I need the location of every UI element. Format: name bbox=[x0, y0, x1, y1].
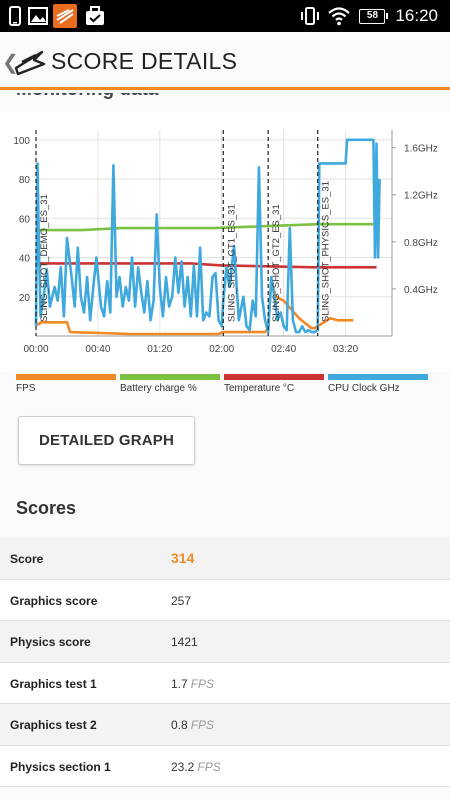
test-marker-label: SLING_SHOT_GT2_ES_31 bbox=[271, 204, 282, 322]
monitoring-section-title: Monitoring data bbox=[16, 93, 158, 101]
score-label: Graphics score bbox=[10, 593, 98, 608]
section-heading-clip: Monitoring data bbox=[0, 93, 450, 112]
score-label: Graphics test 1 bbox=[10, 676, 97, 691]
score-value: 1.7 FPS bbox=[171, 676, 215, 691]
x-tick-label: 02:40 bbox=[271, 344, 296, 355]
legend-item: Battery charge % bbox=[120, 374, 220, 396]
series-line-cpu-clock-ghz bbox=[34, 138, 381, 334]
legend-swatch bbox=[328, 374, 428, 380]
score-value: 23.2 FPS bbox=[171, 759, 221, 774]
series-line-temperature-c bbox=[36, 262, 377, 269]
scores-heading: Scores bbox=[16, 498, 77, 518]
score-label: Physics score bbox=[10, 635, 91, 649]
legend-label: Battery charge % bbox=[120, 383, 197, 394]
test-marker-label: SLING_SHOT_DEMO_ES_31 bbox=[39, 194, 50, 322]
wifi-icon bbox=[328, 7, 351, 26]
score-value: 257 bbox=[171, 593, 192, 608]
status-clock: 16:20 bbox=[395, 6, 438, 25]
score-row: Score 314 bbox=[0, 538, 450, 580]
score-row: Physics section 1 23.2 FPS bbox=[0, 745, 450, 787]
x-tick-label: 01:20 bbox=[147, 344, 172, 355]
score-value: 1421 bbox=[171, 635, 198, 649]
status-bar: 58 16:20 bbox=[0, 0, 450, 32]
score-unit: FPS bbox=[190, 718, 215, 732]
3dmark-logo-icon[interactable] bbox=[14, 46, 46, 76]
legend-label: CPU Clock GHz bbox=[328, 383, 400, 394]
y-left-tick-label: 40 bbox=[19, 254, 31, 265]
test-marker-label: SLING_SHOT_GT1_ES_31 bbox=[226, 204, 237, 322]
monitoring-chart: 20 40 60 80 100 00:00 00:40 01:20 02:00 02:40 03:2… bbox=[0, 112, 450, 372]
y-right-tick-label: 0.8GHz bbox=[404, 238, 438, 249]
briefcase-check-icon bbox=[86, 6, 104, 25]
score-row: Graphics test 2 0.8 FPS bbox=[0, 704, 450, 746]
phone-icon bbox=[9, 6, 21, 26]
legend-label: Temperature °C bbox=[224, 383, 295, 394]
vibrate-icon bbox=[301, 7, 320, 25]
scores-table: Score 314 Graphics score 257 Physics score 14… bbox=[0, 538, 450, 787]
monitoring-chart-svg: 20 40 60 80 100 00:00 00:40 01:20 02:00 02:40 03:2… bbox=[13, 130, 438, 355]
legend-item: CPU Clock GHz bbox=[328, 374, 428, 396]
x-tick-label: 00:40 bbox=[85, 344, 110, 355]
legend-swatch bbox=[16, 374, 116, 380]
test-marker-label: SLING_SHOT_PHYSICS_ES_31 bbox=[321, 181, 332, 322]
legend-swatch bbox=[120, 374, 220, 380]
legend-item: Temperature °C bbox=[224, 374, 324, 396]
score-value: 314 bbox=[171, 550, 195, 566]
back-chevron-icon[interactable]: ❮ bbox=[2, 52, 19, 74]
x-tick-label: 03:20 bbox=[333, 344, 358, 355]
app-bar: ❮ SCORE DETAILS bbox=[0, 32, 450, 90]
y-right-tick-label: 0.4GHz bbox=[404, 285, 438, 296]
y-left-tick-label: 80 bbox=[19, 175, 31, 186]
score-label: Graphics test 2 bbox=[10, 718, 97, 732]
score-row: Graphics score 257 bbox=[0, 579, 450, 621]
score-row: Graphics test 1 1.7 FPS bbox=[0, 662, 450, 704]
score-label: Physics section 1 bbox=[10, 759, 111, 774]
score-value: 0.8 FPS bbox=[171, 718, 215, 732]
battery-icon: 58 bbox=[359, 8, 389, 24]
score-row: Physics score 1421 bbox=[0, 621, 450, 663]
x-tick-label: 02:00 bbox=[209, 344, 234, 355]
legend-label: FPS bbox=[16, 383, 36, 394]
x-tick-label: 00:00 bbox=[23, 344, 48, 355]
y-right-tick-label: 1.2GHz bbox=[404, 191, 438, 202]
3dmark-notification-icon bbox=[53, 4, 77, 28]
detailed-graph-button[interactable]: DETAILED GRAPH bbox=[18, 416, 195, 465]
y-right-tick-label: 1.6GHz bbox=[404, 144, 438, 155]
y-left-tick-label: 20 bbox=[19, 293, 31, 304]
y-left-tick-label: 60 bbox=[19, 214, 31, 225]
y-left-tick-label: 100 bbox=[13, 136, 30, 147]
score-unit: FPS bbox=[190, 676, 215, 691]
legend-item: FPS bbox=[16, 374, 116, 396]
score-unit: FPS bbox=[197, 759, 221, 774]
page-title: SCORE DETAILS bbox=[51, 48, 238, 74]
legend-swatch bbox=[224, 374, 324, 380]
series-line-fps bbox=[36, 279, 354, 336]
image-icon bbox=[28, 7, 48, 25]
score-label: Score bbox=[10, 552, 44, 566]
